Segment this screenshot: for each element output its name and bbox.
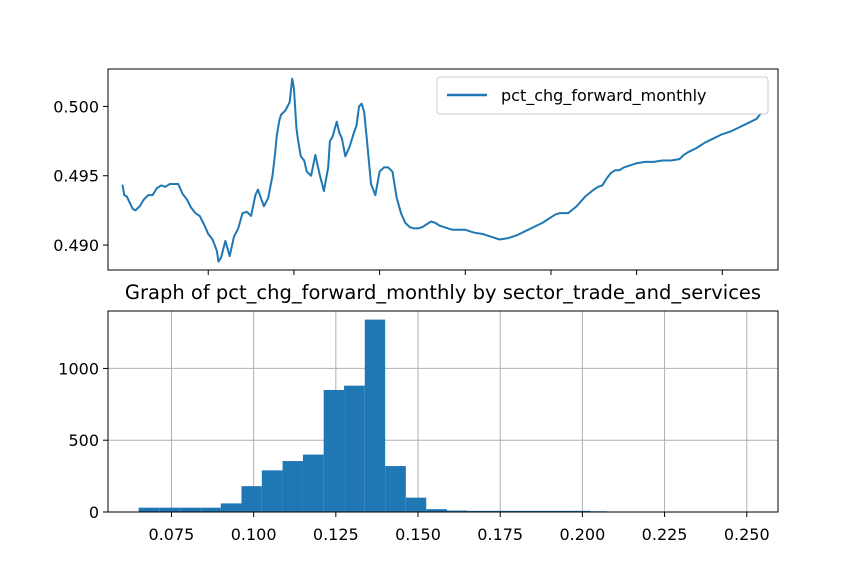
histogram-x-ticks: 0.075 0.100 0.125 0.150 0.175 0.200 0.225 0.250	[149, 512, 770, 544]
line-y-ticks: 0.490 0.495 0.500	[53, 97, 108, 255]
histogram-bar	[508, 510, 530, 512]
histogram-x-tick-label: 0.200	[559, 525, 605, 544]
histogram-bar	[405, 497, 427, 512]
histogram-bar	[179, 507, 201, 512]
line-x-ticks	[207, 270, 723, 275]
histogram-bar	[549, 510, 571, 512]
line-series	[121, 77, 762, 263]
line-series-layer	[121, 77, 762, 263]
histogram-bar	[159, 507, 180, 512]
histogram-bar	[488, 510, 509, 512]
histogram-bar	[529, 510, 550, 512]
histogram-x-tick-label: 0.175	[477, 525, 523, 544]
histogram-bar	[344, 385, 365, 512]
line-plot: 0.490 0.495 0.500 pct_chg_forward_monthly	[53, 68, 779, 275]
histogram-plot-frame	[107, 310, 779, 513]
histogram-bar	[220, 503, 242, 512]
line-y-tick-label: 0.500	[53, 97, 99, 116]
histogram-x-tick-label: 0.250	[724, 525, 770, 544]
histogram-x-tick-label: 0.075	[149, 525, 195, 544]
histogram-bar	[323, 389, 345, 512]
legend: pct_chg_forward_monthly	[436, 76, 769, 115]
histogram-x-tick-label: 0.225	[642, 525, 688, 544]
histogram-x-tick-label: 0.150	[395, 525, 441, 544]
histogram-bar	[385, 466, 406, 512]
histogram-bars	[138, 319, 608, 512]
line-y-tick-label: 0.490	[53, 236, 99, 255]
histogram-plot: Graph of pct_chg_forward_monthly by sect…	[58, 281, 779, 544]
line-plot-frame	[107, 68, 779, 271]
histogram-bar	[241, 486, 262, 512]
histogram-bar	[570, 510, 591, 512]
legend-box	[436, 76, 769, 115]
histogram-x-tick-label: 0.100	[231, 525, 277, 544]
histogram-bar	[302, 454, 324, 512]
histogram-bar	[446, 510, 468, 512]
histogram-bar	[426, 509, 447, 512]
histogram-bar	[282, 461, 303, 512]
histogram-y-ticks: 0 500 1000	[58, 359, 108, 522]
legend-label: pct_chg_forward_monthly	[501, 86, 707, 106]
histogram-bar	[261, 470, 283, 512]
histogram-bar	[138, 507, 160, 512]
histogram-bar	[200, 507, 221, 512]
histogram-y-tick-label: 500	[68, 431, 99, 450]
line-y-tick-label: 0.495	[53, 167, 99, 186]
histogram-title: Graph of pct_chg_forward_monthly by sect…	[125, 281, 761, 304]
histogram-bar	[467, 510, 489, 512]
histogram-x-tick-label: 0.125	[313, 525, 359, 544]
histogram-bar	[364, 319, 386, 512]
histogram-y-tick-label: 1000	[58, 359, 99, 378]
histogram-y-tick-label: 0	[89, 503, 99, 522]
